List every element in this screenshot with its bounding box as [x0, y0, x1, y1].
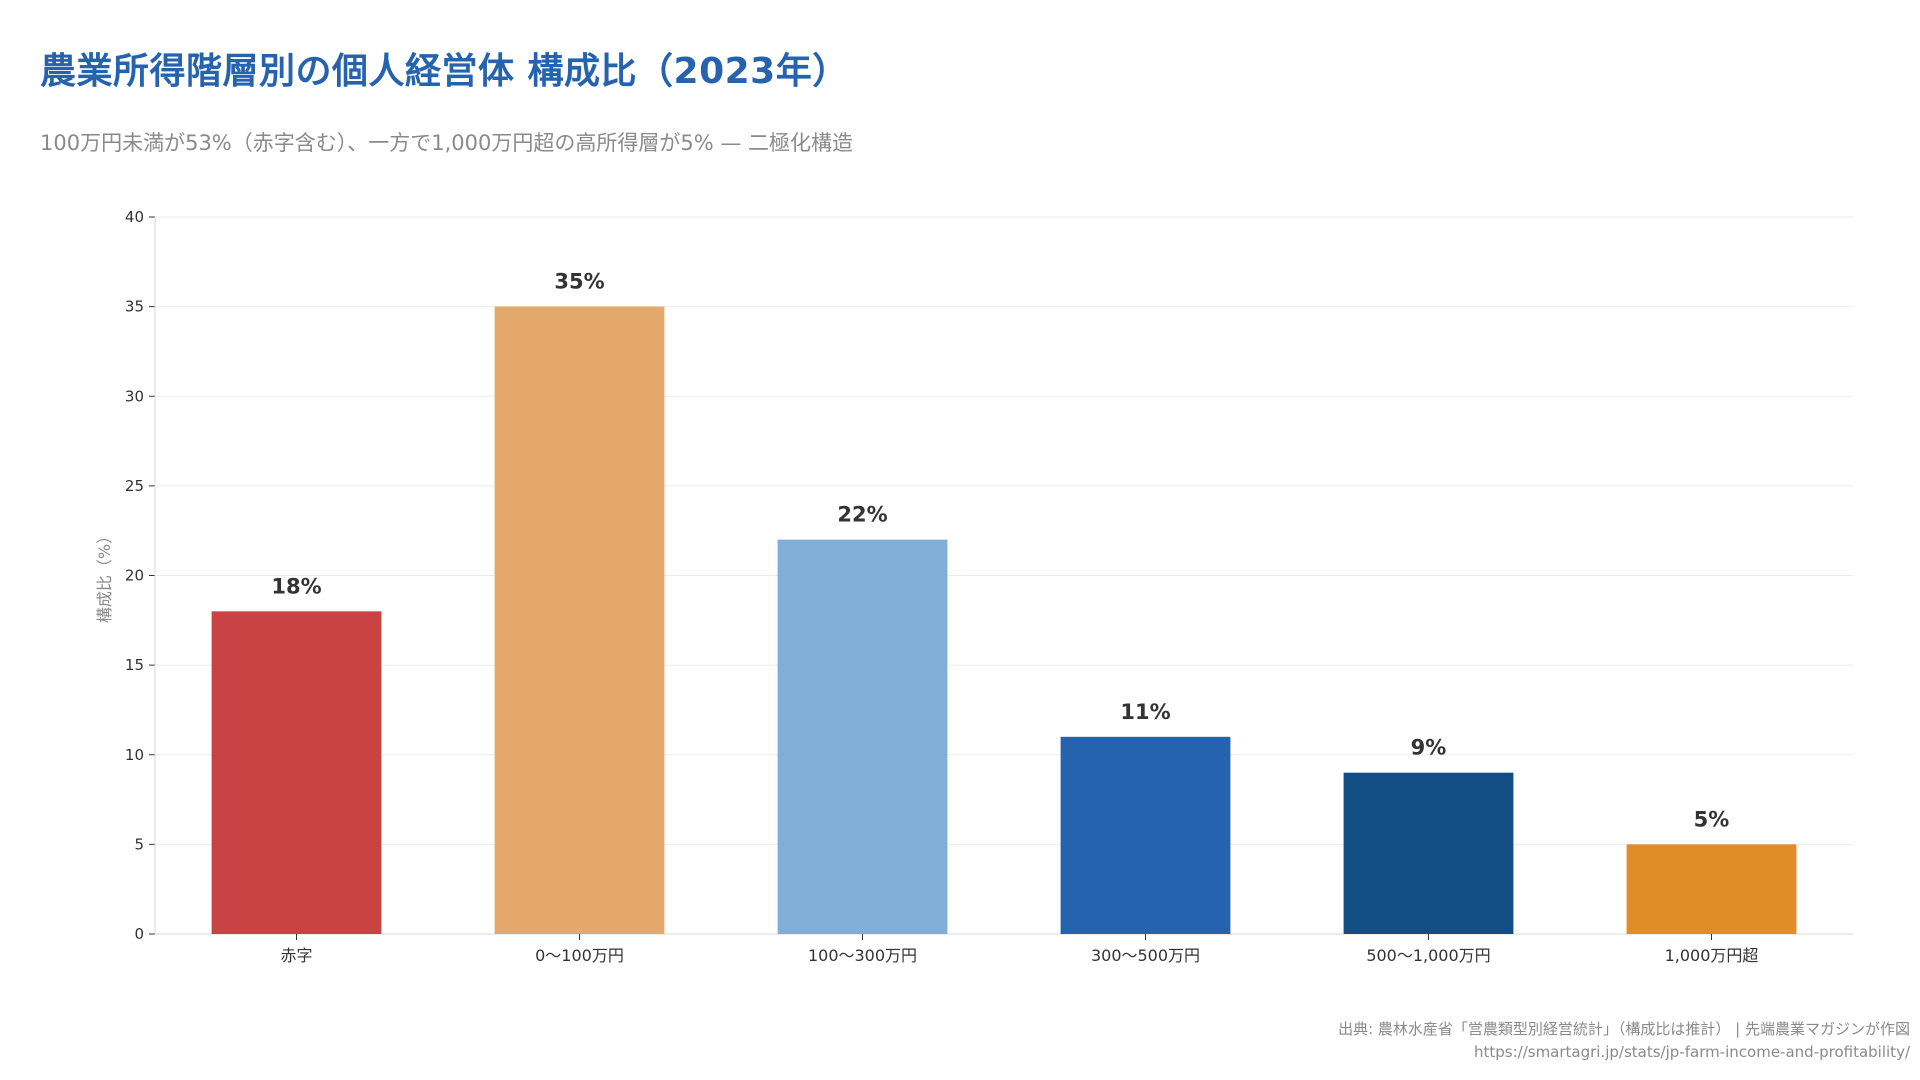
y-tick-label: 15	[125, 656, 144, 674]
value-labels: 18% 35% 22% 11% 9% 5%	[271, 270, 1729, 832]
bar	[1343, 772, 1514, 934]
x-tick-label: 100〜300万円	[808, 946, 917, 965]
bar	[494, 306, 665, 934]
bars	[211, 306, 1797, 934]
x-tick-label: 300〜500万円	[1091, 946, 1200, 965]
data-label: 9%	[1411, 736, 1447, 760]
chart-subtitle: 100万円未満が53%（赤字含む）、一方で1,000万円超の高所得層が5% — …	[40, 131, 854, 155]
y-axis: 0 5 10 15 20 25 30 35 40	[125, 208, 1853, 943]
y-tick-label: 0	[134, 925, 144, 943]
y-tick-label: 10	[125, 746, 144, 764]
x-tick-label: 0〜100万円	[535, 946, 624, 965]
data-label: 5%	[1694, 807, 1730, 831]
bar	[777, 539, 948, 934]
y-tick-label: 30	[125, 387, 144, 405]
y-tick-label: 20	[125, 567, 144, 585]
y-axis-label: 構成比（%）	[95, 528, 114, 623]
y-tick-label: 35	[125, 298, 144, 316]
bar	[1060, 736, 1231, 934]
bar	[1626, 844, 1797, 934]
source-url: https://smartagri.jp/stats/jp-farm-incom…	[1473, 1043, 1910, 1061]
source-note: 出典: 農林水産省「営農類型別経営統計」（構成比は推計） | 先端農業マガジンが…	[1338, 1020, 1910, 1038]
data-label: 22%	[837, 503, 887, 527]
x-axis: 赤字 0〜100万円 100〜300万円 300〜500万円 500〜1,000万円 1,…	[280, 934, 1758, 965]
y-tick-label: 25	[125, 477, 144, 495]
data-label: 18%	[271, 574, 321, 598]
chart-title: 農業所得階層別の個人経営体 構成比（2023年）	[40, 51, 849, 92]
y-tick-label: 5	[134, 835, 144, 853]
gridlines	[155, 216, 1853, 845]
bar	[211, 611, 382, 934]
y-tick-label: 40	[125, 208, 144, 226]
x-tick-label: 500〜1,000万円	[1366, 946, 1490, 965]
x-tick-label: 赤字	[280, 946, 312, 965]
data-label: 35%	[554, 270, 604, 294]
x-tick-label: 1,000万円超	[1665, 946, 1759, 965]
data-label: 11%	[1120, 700, 1170, 724]
